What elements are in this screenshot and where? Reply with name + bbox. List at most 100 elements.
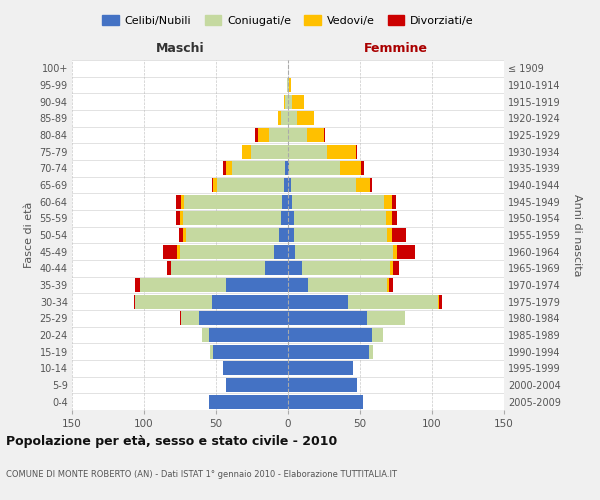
Bar — [134, 294, 136, 308]
Bar — [361, 162, 364, 175]
Bar — [136, 294, 212, 308]
Bar — [294, 211, 386, 226]
Bar — [285, 94, 288, 109]
Bar — [288, 311, 367, 326]
Bar — [258, 128, 269, 142]
Bar — [288, 194, 292, 209]
Bar — [269, 128, 288, 142]
Bar — [289, 78, 291, 92]
Bar — [307, 128, 324, 142]
Text: Popolazione per età, sesso e stato civile - 2010: Popolazione per età, sesso e stato civil… — [6, 435, 337, 448]
Bar — [281, 211, 288, 226]
Bar — [217, 178, 284, 192]
Text: Femmine: Femmine — [364, 42, 428, 55]
Bar — [242, 144, 251, 159]
Bar — [292, 94, 304, 109]
Bar — [324, 128, 325, 142]
Y-axis label: Fasce di età: Fasce di età — [24, 202, 34, 268]
Bar — [288, 278, 308, 292]
Bar — [213, 344, 288, 359]
Bar — [202, 328, 209, 342]
Bar — [265, 261, 288, 276]
Bar — [288, 361, 353, 376]
Bar — [356, 144, 357, 159]
Bar — [368, 344, 373, 359]
Bar — [251, 144, 288, 159]
Bar — [136, 278, 140, 292]
Bar — [349, 294, 438, 308]
Bar — [226, 162, 232, 175]
Bar — [291, 178, 356, 192]
Bar — [288, 344, 368, 359]
Bar — [292, 194, 385, 209]
Bar — [180, 244, 274, 259]
Bar — [308, 278, 388, 292]
Bar — [288, 261, 302, 276]
Bar — [439, 294, 442, 308]
Bar — [393, 244, 397, 259]
Bar — [183, 228, 186, 242]
Bar — [181, 194, 184, 209]
Bar — [212, 178, 213, 192]
Bar — [438, 294, 439, 308]
Bar — [386, 211, 392, 226]
Bar — [392, 228, 406, 242]
Bar — [223, 361, 288, 376]
Bar — [397, 244, 415, 259]
Bar — [284, 178, 288, 192]
Bar — [288, 144, 327, 159]
Bar — [385, 194, 392, 209]
Bar — [288, 244, 295, 259]
Bar — [288, 228, 294, 242]
Bar — [181, 311, 199, 326]
Bar — [183, 211, 281, 226]
Bar — [184, 194, 282, 209]
Bar — [388, 228, 392, 242]
Bar — [280, 228, 288, 242]
Text: Maschi: Maschi — [155, 42, 205, 55]
Bar — [302, 261, 390, 276]
Bar — [232, 162, 285, 175]
Bar — [296, 112, 314, 126]
Bar — [371, 328, 383, 342]
Bar — [392, 211, 397, 226]
Bar — [274, 244, 288, 259]
Bar — [226, 378, 288, 392]
Bar — [210, 344, 213, 359]
Bar — [177, 244, 180, 259]
Bar — [255, 128, 258, 142]
Bar — [172, 261, 265, 276]
Legend: Celibi/Nubili, Coniugati/e, Vedovi/e, Divorziati/e: Celibi/Nubili, Coniugati/e, Vedovi/e, Di… — [98, 10, 478, 30]
Y-axis label: Anni di nascita: Anni di nascita — [572, 194, 582, 276]
Bar — [213, 178, 217, 192]
Bar — [288, 162, 289, 175]
Bar — [176, 194, 181, 209]
Bar — [388, 278, 389, 292]
Bar — [288, 94, 292, 109]
Bar — [288, 328, 371, 342]
Bar — [288, 78, 289, 92]
Bar — [288, 378, 357, 392]
Bar — [180, 211, 183, 226]
Bar — [288, 112, 296, 126]
Bar — [186, 228, 280, 242]
Bar — [278, 112, 281, 126]
Bar — [167, 261, 172, 276]
Bar — [288, 128, 307, 142]
Bar — [367, 311, 404, 326]
Bar — [223, 162, 226, 175]
Bar — [295, 244, 393, 259]
Bar — [163, 244, 177, 259]
Bar — [288, 178, 291, 192]
Bar — [370, 178, 371, 192]
Bar — [392, 194, 396, 209]
Bar — [389, 278, 393, 292]
Bar — [226, 278, 288, 292]
Bar — [287, 78, 288, 92]
Bar — [281, 112, 288, 126]
Bar — [340, 162, 361, 175]
Bar — [285, 162, 288, 175]
Bar — [180, 311, 181, 326]
Text: COMUNE DI MONTE ROBERTO (AN) - Dati ISTAT 1° gennaio 2010 - Elaborazione TUTTITA: COMUNE DI MONTE ROBERTO (AN) - Dati ISTA… — [6, 470, 397, 479]
Bar — [356, 178, 370, 192]
